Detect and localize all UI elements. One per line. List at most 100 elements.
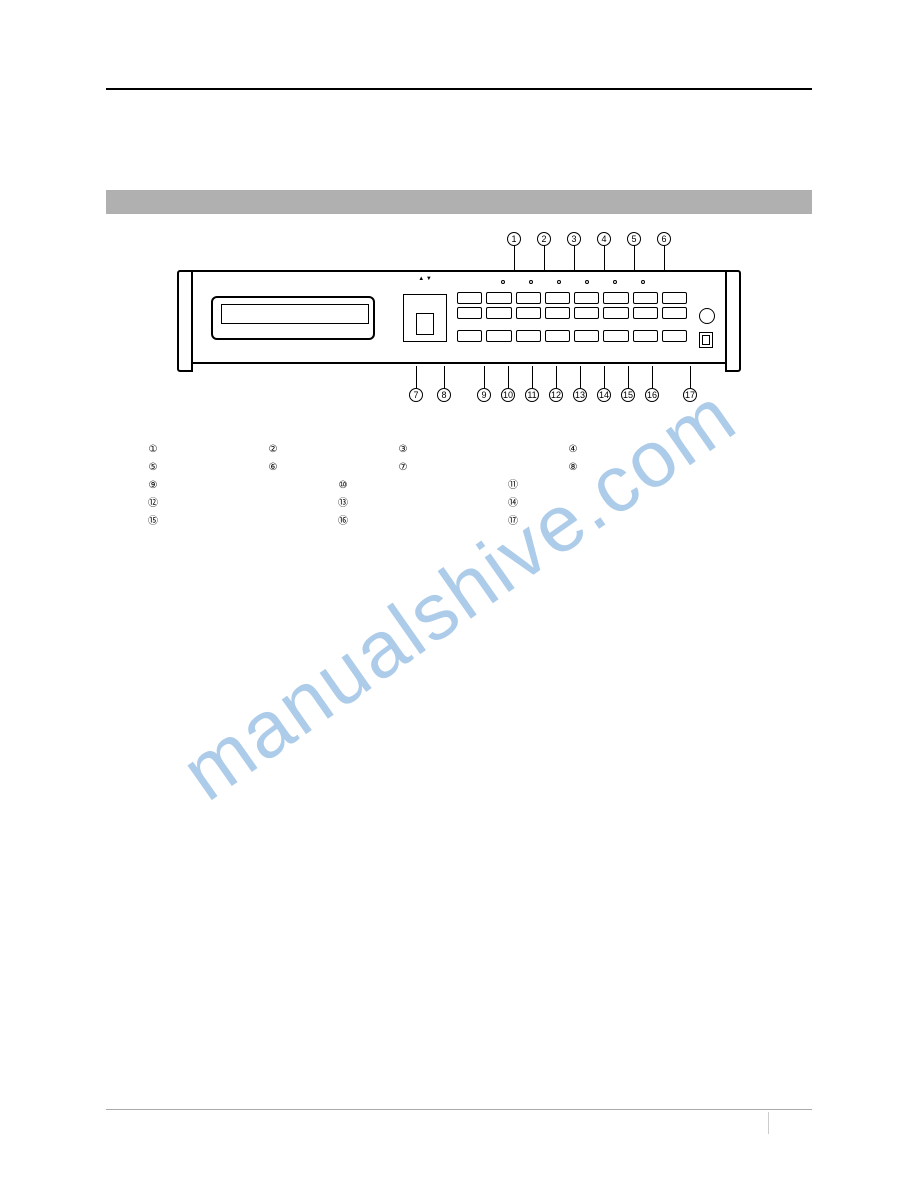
panel-button[interactable] xyxy=(662,330,687,342)
callout-circle: 14 xyxy=(597,388,611,402)
list-item: ⑥ xyxy=(266,461,396,475)
section-title-bar xyxy=(106,190,812,214)
panel-button[interactable] xyxy=(486,330,511,342)
callout-leader xyxy=(628,366,629,388)
callout-circle: 3 xyxy=(567,232,581,246)
list-item: ⑭ xyxy=(506,497,656,511)
callout-circle: 5 xyxy=(627,232,641,246)
panel-button[interactable] xyxy=(662,307,687,319)
callout-circle: 6 xyxy=(657,232,671,246)
panel-button[interactable] xyxy=(603,292,628,304)
disc-slot xyxy=(221,304,369,324)
callout-leader xyxy=(690,366,691,388)
panel-button[interactable] xyxy=(516,307,541,319)
header-rule xyxy=(106,88,812,90)
list-item: ⑦ xyxy=(396,461,566,475)
circled-number: ① xyxy=(146,443,160,457)
list-item: ⑯ xyxy=(336,515,506,529)
circled-number: ③ xyxy=(396,443,410,457)
list-row: ⑫ ⑬⑭ xyxy=(146,497,772,511)
panel-button[interactable] xyxy=(545,330,570,342)
page-number xyxy=(768,1112,808,1134)
list-item: ⑧ xyxy=(566,461,656,475)
panel-button[interactable] xyxy=(516,330,541,342)
circled-number: ④ xyxy=(566,443,580,457)
callout-leader xyxy=(652,366,653,388)
panel-button[interactable] xyxy=(633,330,658,342)
circled-number: ⑩ xyxy=(336,479,350,493)
list-row: ⑨⑩⑪ xyxy=(146,479,772,493)
circled-number: ⑭ xyxy=(506,497,520,511)
callout-leader xyxy=(544,246,545,270)
callout-circle: 8 xyxy=(437,388,451,402)
callout-circle: 9 xyxy=(477,388,491,402)
button-grid-bottom xyxy=(457,330,687,343)
callout-leader xyxy=(508,366,509,388)
list-item: ⑪ xyxy=(506,479,656,493)
list-item: ⑤ xyxy=(146,461,266,475)
circled-number: ② xyxy=(266,443,280,457)
callout-leader xyxy=(664,246,665,270)
callout-circle: 10 xyxy=(501,388,515,402)
circled-number: ⑤ xyxy=(146,461,160,475)
panel-button[interactable] xyxy=(662,292,687,304)
list-item: ⑫ xyxy=(146,497,336,511)
led-icon xyxy=(529,280,533,284)
panel-button[interactable] xyxy=(603,330,628,342)
panel-button[interactable] xyxy=(574,292,599,304)
list-item: ② xyxy=(266,443,396,457)
panel-button[interactable] xyxy=(574,330,599,342)
circled-number: ⑫ xyxy=(146,497,160,511)
panel-button[interactable] xyxy=(545,307,570,319)
circled-number: ⑯ xyxy=(336,515,350,529)
panel-button[interactable] xyxy=(457,330,482,342)
list-row: ⑤ ⑥ ⑦⑧ xyxy=(146,461,772,475)
callout-circle: 11 xyxy=(525,388,539,402)
center-port xyxy=(416,313,434,335)
callout-leader xyxy=(604,246,605,270)
arrow-labels: ▲ ▼ xyxy=(406,276,444,282)
power-button[interactable] xyxy=(699,308,715,324)
footer-rule xyxy=(106,1109,812,1110)
panel-button[interactable] xyxy=(603,307,628,319)
callout-leader xyxy=(514,246,515,270)
optical-drive-bay xyxy=(211,296,375,340)
list-item: ⑰ xyxy=(506,515,656,529)
callout-leader xyxy=(574,246,575,270)
led-icon xyxy=(585,280,589,284)
callout-list: ①②③④⑤⑥⑦⑧⑨⑩⑪⑫⑬⑭⑮⑯⑰ xyxy=(146,443,772,529)
usb-port-front[interactable] xyxy=(699,332,713,348)
list-item: ④ xyxy=(566,443,656,457)
figure-wrap: ▲ ▼ xyxy=(106,232,812,407)
callout-leader xyxy=(444,366,445,388)
callout-leader xyxy=(556,366,557,388)
list-row: ⑮⑯⑰ xyxy=(146,515,772,529)
callout-circle: 15 xyxy=(621,388,635,402)
callout-leader xyxy=(634,246,635,270)
circled-number: ⑥ xyxy=(266,461,280,475)
panel-button[interactable] xyxy=(633,307,658,319)
callout-circle: 2 xyxy=(537,232,551,246)
panel-button[interactable] xyxy=(574,307,599,319)
list-item: ③ xyxy=(396,443,566,457)
panel-button[interactable] xyxy=(457,307,482,319)
circled-number: ⑪ xyxy=(506,479,520,493)
list-item: ⑩ xyxy=(336,479,506,493)
usb-inner xyxy=(702,335,710,345)
device-drawing: ▲ ▼ xyxy=(189,270,729,364)
panel-button[interactable] xyxy=(516,292,541,304)
led-icon xyxy=(501,280,505,284)
list-item: ① xyxy=(146,443,266,457)
panel-button[interactable] xyxy=(545,292,570,304)
panel-button[interactable] xyxy=(486,292,511,304)
page: ▲ ▼ xyxy=(0,0,918,593)
panel-button[interactable] xyxy=(486,307,511,319)
list-item: ⑬ xyxy=(336,497,506,511)
led-icon xyxy=(613,280,617,284)
callout-leader xyxy=(580,366,581,388)
callout-leader xyxy=(484,366,485,388)
panel-button[interactable] xyxy=(633,292,658,304)
panel-button[interactable] xyxy=(457,292,482,304)
circled-number: ⑰ xyxy=(506,515,520,529)
chassis: ▲ ▼ xyxy=(189,270,729,364)
